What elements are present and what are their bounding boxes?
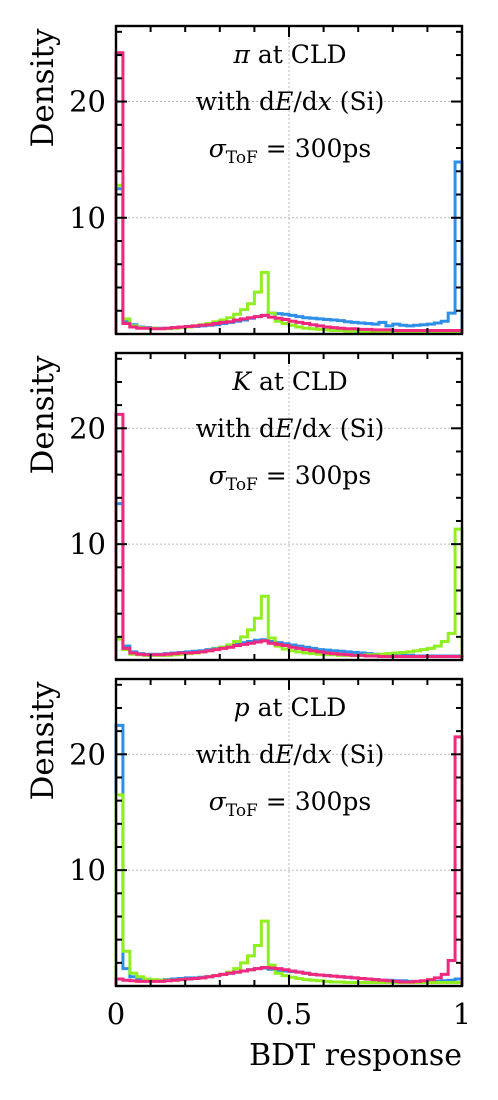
annotation-text: /d <box>293 740 317 769</box>
y-axis-title: Density <box>25 681 61 800</box>
histogram-series-3 <box>114 735 464 986</box>
sigma-symbol: σ <box>209 134 227 163</box>
annotation-text: E <box>274 414 293 443</box>
annotation-text: = 300ps <box>258 461 371 490</box>
histogram-series-3 <box>114 412 464 660</box>
annotation-line-3: σToF = 300ps <box>209 461 372 495</box>
annotation-line-2: with dE/dx (Si) <box>196 740 385 769</box>
annotation-text: E <box>274 87 293 116</box>
annotation-detector: at CLD <box>250 693 347 722</box>
annotation-text: with d <box>196 87 276 116</box>
annotation-text: (Si) <box>332 414 385 443</box>
y-tick-label: 10 <box>69 527 106 561</box>
particle-symbol: K <box>231 367 252 396</box>
annotation-detector: at CLD <box>250 40 347 69</box>
annotation-text: with d <box>196 414 276 443</box>
annotation-text: with d <box>196 740 276 769</box>
y-tick-label: 20 <box>69 737 106 771</box>
sigma-subscript: ToF <box>226 475 258 495</box>
annotation-text: /d <box>293 87 317 116</box>
particle-symbol: π <box>232 40 250 69</box>
annotation-text: x <box>318 740 332 769</box>
annotation-line-3: σToF = 300ps <box>209 134 372 168</box>
sigma-symbol: σ <box>209 787 227 816</box>
annotation-line-1: p at CLD <box>234 693 347 722</box>
annotation-detector: at CLD <box>251 367 348 396</box>
annotation-text: = 300ps <box>258 787 371 816</box>
annotation-text: x <box>318 87 332 116</box>
sigma-subscript: ToF <box>226 801 258 821</box>
sigma-subscript: ToF <box>226 148 258 168</box>
y-tick-label: 20 <box>69 411 106 445</box>
annotation-text: = 300ps <box>258 134 371 163</box>
x-axis-title: BDT response <box>249 1038 462 1073</box>
annotation-text: /d <box>293 414 317 443</box>
y-tick-label: 20 <box>69 85 106 119</box>
x-tick-label: 0.5 <box>266 997 312 1031</box>
annotation-text: (Si) <box>332 740 385 769</box>
sigma-symbol: σ <box>209 461 227 490</box>
x-tick-label: 1 <box>453 997 471 1031</box>
annotation-line-3: σToF = 300ps <box>209 787 372 821</box>
annotation-text: E <box>274 740 293 769</box>
x-tick-label: 0 <box>107 997 125 1031</box>
annotation-line-2: with dE/dx (Si) <box>196 87 385 116</box>
histogram-series-3 <box>114 51 464 334</box>
annotation-line-1: K at CLD <box>231 367 347 396</box>
y-axis-title: Density <box>25 355 61 474</box>
annotation-line-2: with dE/dx (Si) <box>196 414 385 443</box>
annotation-text: (Si) <box>332 87 385 116</box>
y-tick-label: 10 <box>69 853 106 887</box>
y-axis-title: Density <box>25 28 61 147</box>
annotation-text: x <box>318 414 332 443</box>
annotation-line-1: π at CLD <box>232 40 346 69</box>
y-tick-label: 10 <box>69 201 106 235</box>
particle-symbol: p <box>234 693 250 722</box>
